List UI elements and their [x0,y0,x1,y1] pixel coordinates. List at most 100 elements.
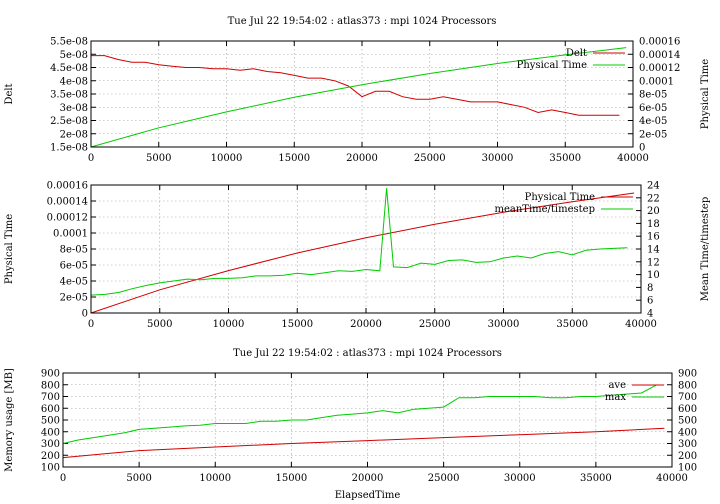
plot-frame [62,372,673,468]
y2-tick-label: 24 [647,181,660,192]
y-tick-label: 500 [41,416,60,427]
legend-label: Delt [566,48,587,59]
y-tick-label: 5e-08 [60,50,88,61]
y-tick-label: 0 [82,309,88,320]
y2-tick-label: 0.00012 [639,63,680,74]
y2-tick-label: 400 [678,427,697,438]
y2-tick-label: 20 [647,206,660,217]
y-tick-label: 100 [41,463,60,474]
grid-lines [91,41,633,147]
x-tick-label: 40000 [625,319,657,330]
x-tick-label: 15000 [278,153,310,164]
y-axis-label: Physical Time [4,214,15,284]
series-line-physical-time [90,47,627,148]
y2-tick-label: 6e-05 [639,103,667,114]
x-tick-label: 5000 [146,153,171,164]
x-tick-label: 20000 [352,473,384,484]
y-tick-label: 3.5e-08 [50,90,88,101]
x-tick-label: 0 [60,473,66,484]
y2-tick-label: 600 [678,404,697,415]
grid-lines [91,185,641,313]
y2-tick-label: 4 [647,309,653,320]
y2-axis-label: Mean Time/timestep [700,197,711,301]
x-tick-label: 30000 [488,319,520,330]
y2-tick-label: 100 [678,463,697,474]
y-axis-label: Memory usage [MB] [4,368,15,472]
legend-label: meanTime/timestep [494,204,595,215]
grid-lines [63,373,672,467]
series-line-ave [62,427,665,459]
y-tick-label: 8e-05 [60,245,88,256]
y2-tick-label: 500 [678,416,697,427]
y-tick-label: 400 [41,427,60,438]
y-tick-label: 700 [41,392,60,403]
x-tick-label: 35000 [549,153,581,164]
y2-tick-label: 4e-05 [639,116,667,127]
x-tick-label: 40000 [656,473,688,484]
y2-tick-label: 200 [678,451,697,462]
x-tick-label: 30000 [504,473,536,484]
y2-tick-label: 2e-05 [639,129,667,140]
y-tick-label: 300 [41,439,60,450]
series-line-delt [91,55,620,116]
y2-tick-label: 22 [647,193,660,204]
legend-label: Physical Time [525,192,595,203]
y-tick-label: 3e-08 [60,103,88,114]
y2-tick-label: 0.00014 [639,50,680,61]
y-tick-label: 6e-05 [60,261,88,272]
x-tick-label: 35000 [580,473,612,484]
y-tick-label: 0.00016 [47,181,88,192]
x-axis-label: ElapsedTime [335,490,401,501]
x-tick-label: 0 [88,153,94,164]
x-tick-label: 20000 [350,319,382,330]
legend-label: Physical Time [517,60,587,71]
x-tick-label: 10000 [213,319,245,330]
series-line-physical-time [90,192,635,314]
y-tick-label: 4e-05 [60,277,88,288]
series-line-max [62,384,658,444]
y-tick-label: 900 [41,369,60,380]
y-tick-label: 4e-08 [60,76,88,87]
y-tick-label: 5.5e-08 [50,37,88,48]
y2-tick-label: 18 [647,219,660,230]
y2-tick-label: 8 [647,283,653,294]
series-line-meantime-timestep [90,188,628,296]
y-tick-label: 0.00012 [47,213,88,224]
y2-tick-label: 6 [647,296,653,307]
x-tick-label: 10000 [199,473,231,484]
y2-tick-label: 16 [647,232,660,243]
y-tick-label: 2e-05 [60,293,88,304]
y-tick-label: 600 [41,404,60,415]
y2-tick-label: 10 [647,270,660,281]
chart-title: Tue Jul 22 19:54:02 : atlas373 : mpi 102… [228,16,497,27]
plot-frame [90,184,642,314]
legend-label: max [605,392,626,403]
y-tick-label: 0.0001 [53,229,88,240]
x-tick-label: 25000 [428,473,460,484]
y-tick-label: 800 [41,380,60,391]
x-tick-label: 15000 [275,473,307,484]
x-tick-label: 40000 [617,153,649,164]
y-tick-label: 200 [41,451,60,462]
x-tick-label: 25000 [414,153,446,164]
y2-tick-label: 14 [647,245,660,256]
x-tick-label: 15000 [281,319,313,330]
chart-title: Tue Jul 22 19:54:02 : atlas373 : mpi 102… [233,348,502,359]
x-tick-label: 5000 [126,473,151,484]
x-tick-label: 35000 [556,319,588,330]
y-tick-label: 0.00014 [47,197,88,208]
y-tick-label: 2.5e-08 [50,116,88,127]
x-tick-label: 10000 [211,153,243,164]
y-tick-label: 4.5e-08 [50,63,88,74]
y-axis-label: Delt [4,83,15,104]
y2-tick-label: 700 [678,392,697,403]
y-tick-label: 2e-08 [60,129,88,140]
y2-tick-label: 0.00016 [639,37,680,48]
legend-label: ave [608,380,626,391]
y2-tick-label: 8e-05 [639,90,667,101]
x-tick-label: 25000 [419,319,451,330]
x-tick-label: 5000 [147,319,172,330]
y2-tick-label: 0 [639,143,645,154]
y2-tick-label: 0.0001 [639,76,674,87]
